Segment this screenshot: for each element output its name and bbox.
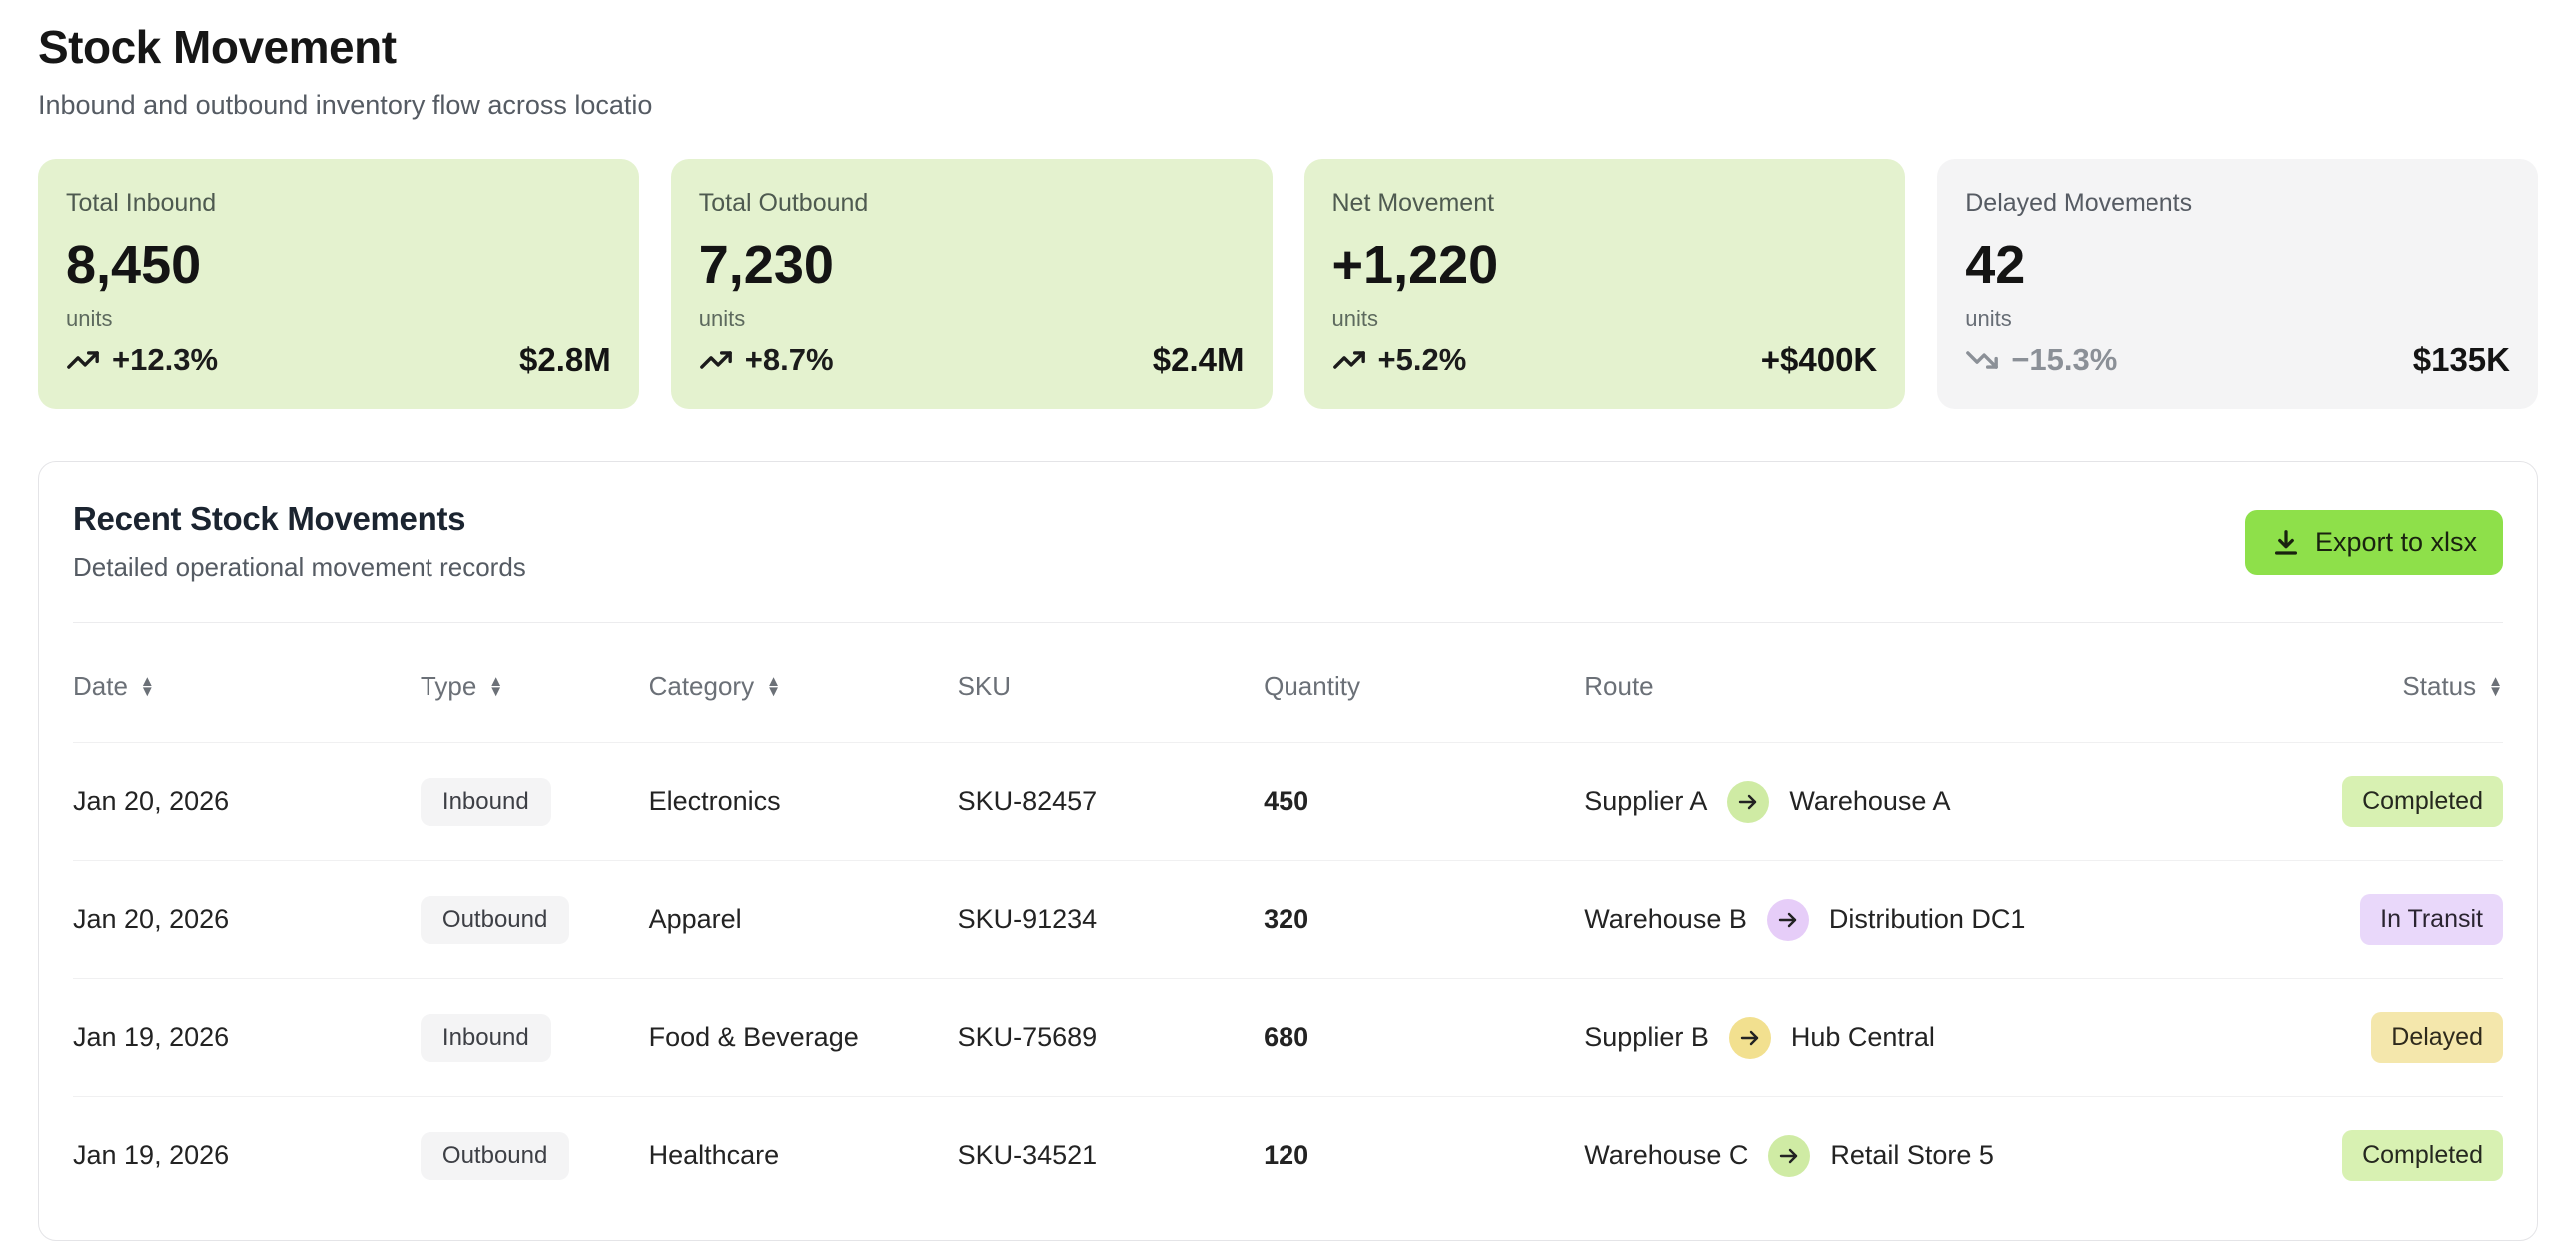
kpi-trend: −15.3% — [1965, 342, 2117, 378]
kpi-unit: units — [1331, 306, 1378, 331]
page-subtitle: Inbound and outbound inventory flow acro… — [38, 90, 653, 120]
sku-cell: SKU-91234 — [957, 904, 1098, 934]
type-badge: Inbound — [420, 1013, 551, 1062]
recent-movements-panel: Recent Stock Movements Detailed operatio… — [38, 461, 2538, 1241]
sku-cell: SKU-34521 — [957, 1140, 1098, 1170]
type-badge: Outbound — [420, 895, 570, 944]
kpi-trend: +8.7% — [699, 342, 834, 378]
table-header-row: Date ▲ ▼ Type ▲ ▼ Category ▲ ▼ SKU Quantity… — [73, 623, 2503, 743]
kpi-unit: units — [66, 306, 113, 331]
status-badge: Delayed — [2371, 1012, 2503, 1063]
quantity-cell: 320 — [1264, 904, 1309, 934]
category-cell: Apparel — [648, 904, 742, 934]
sort-icon[interactable]: ▲ ▼ — [766, 673, 781, 700]
panel-subtitle: Detailed operational movement records — [73, 552, 526, 582]
kpi-value: 7,230 — [698, 235, 834, 295]
status-badge: Completed — [2342, 1130, 2503, 1181]
sku-cell: SKU-75689 — [957, 1022, 1098, 1052]
date-cell: Jan 19, 2026 — [73, 1140, 230, 1170]
route-to: Retail Store 5 — [1830, 1140, 1994, 1170]
quantity-cell: 450 — [1264, 786, 1309, 816]
route-to: Distribution DC1 — [1828, 904, 2026, 934]
date-cell: Jan 19, 2026 — [73, 1022, 230, 1052]
table-row: Jan 19, 2026 Outbound Healthcare SKU-345… — [73, 1097, 2503, 1214]
column-header-sku: SKU — [957, 671, 1012, 701]
kpi-label: Total Outbound — [698, 189, 869, 217]
route-cell: Supplier A Warehouse A — [1584, 780, 2242, 823]
kpi-unit: units — [1965, 306, 2012, 331]
kpi-card-total-outbound: Total Outbound 7,230 units +8.7% $2.4M — [670, 159, 1273, 409]
download-icon — [2274, 529, 2297, 555]
arrow-right-icon — [1766, 898, 1809, 941]
table-row: Jan 20, 2026 Outbound Apparel SKU-91234 … — [73, 861, 2503, 979]
table-row: Jan 19, 2026 Inbound Food & Beverage SKU… — [73, 979, 2503, 1097]
kpi-amount: $135K — [2412, 341, 2510, 378]
route-cell: Supplier B Hub Central — [1584, 1016, 2242, 1059]
kpi-label: Net Movement — [1331, 189, 1495, 217]
route-from: Warehouse C — [1584, 1140, 1749, 1170]
table-row: Jan 20, 2026 Inbound Electronics SKU-824… — [73, 743, 2503, 861]
route-to: Hub Central — [1790, 1022, 1935, 1052]
export-to-xlsx-button[interactable]: Export to xlsx — [2244, 510, 2503, 575]
route-from: Supplier A — [1584, 786, 1708, 816]
movements-table: Date ▲ ▼ Type ▲ ▼ Category ▲ ▼ SKU Quantity… — [39, 623, 2537, 1240]
column-header-route: Route — [1584, 671, 1654, 701]
route-cell: Warehouse C Retail Store 5 — [1584, 1134, 2242, 1177]
page-title: Stock Movement — [38, 21, 397, 73]
kpi-trend: +5.2% — [1332, 342, 1466, 378]
kpi-amount: +$400K — [1760, 341, 1878, 378]
category-cell: Electronics — [648, 786, 781, 816]
quantity-cell: 120 — [1264, 1140, 1309, 1170]
date-cell: Jan 20, 2026 — [73, 904, 230, 934]
kpi-value: 42 — [1965, 235, 2026, 295]
trending-down-icon — [1966, 351, 1999, 369]
arrow-right-icon — [1727, 780, 1770, 823]
kpi-unit: units — [698, 306, 746, 331]
quantity-cell: 680 — [1264, 1022, 1309, 1052]
route-from: Supplier B — [1584, 1022, 1709, 1052]
column-header-status[interactable]: Status ▲ ▼ — [2402, 671, 2503, 701]
column-header-type[interactable]: Type ▲ ▼ — [420, 671, 504, 701]
kpi-card-net-movement: Net Movement +1,220 units +5.2% +$400K — [1303, 159, 1906, 409]
route-cell: Warehouse B Distribution DC1 — [1584, 898, 2242, 941]
trending-up-icon — [1332, 351, 1365, 369]
type-badge: Inbound — [420, 777, 551, 826]
kpi-label: Delayed Movements — [1965, 189, 2193, 217]
kpi-amount: $2.4M — [1152, 341, 1245, 378]
column-header-quantity: Quantity — [1264, 671, 1360, 701]
sort-icon[interactable]: ▲ ▼ — [488, 673, 504, 700]
kpi-card-row: Total Inbound 8,450 units +12.3% $2.8M T… — [38, 159, 2538, 409]
category-cell: Food & Beverage — [648, 1022, 859, 1052]
kpi-card-delayed-movements: Delayed Movements 42 units −15.3% $135K — [1937, 159, 2538, 409]
panel-title: Recent Stock Movements — [73, 500, 466, 537]
route-to: Warehouse A — [1789, 786, 1951, 816]
trending-up-icon — [699, 351, 732, 369]
kpi-value: +1,220 — [1331, 235, 1499, 295]
category-cell: Healthcare — [648, 1140, 780, 1170]
kpi-trend: +12.3% — [66, 342, 218, 378]
date-cell: Jan 20, 2026 — [73, 786, 230, 816]
arrow-right-icon — [1768, 1134, 1811, 1177]
kpi-amount: $2.8M — [519, 341, 611, 378]
kpi-value: 8,450 — [66, 235, 202, 295]
sku-cell: SKU-82457 — [957, 786, 1098, 816]
kpi-label: Total Inbound — [66, 189, 217, 217]
route-from: Warehouse B — [1584, 904, 1747, 934]
kpi-card-total-inbound: Total Inbound 8,450 units +12.3% $2.8M — [38, 159, 639, 409]
column-header-category[interactable]: Category ▲ ▼ — [648, 671, 781, 701]
column-header-date[interactable]: Date ▲ ▼ — [73, 671, 155, 701]
status-badge: Completed — [2342, 776, 2503, 827]
arrow-right-icon — [1728, 1016, 1771, 1059]
page-header: Stock Movement Inbound and outbound inve… — [38, 20, 2538, 121]
trending-up-icon — [67, 351, 99, 369]
sort-icon[interactable]: ▲ ▼ — [2488, 673, 2503, 700]
type-badge: Outbound — [420, 1131, 570, 1180]
status-badge: In Transit — [2360, 894, 2503, 945]
sort-icon[interactable]: ▲ ▼ — [139, 673, 155, 700]
